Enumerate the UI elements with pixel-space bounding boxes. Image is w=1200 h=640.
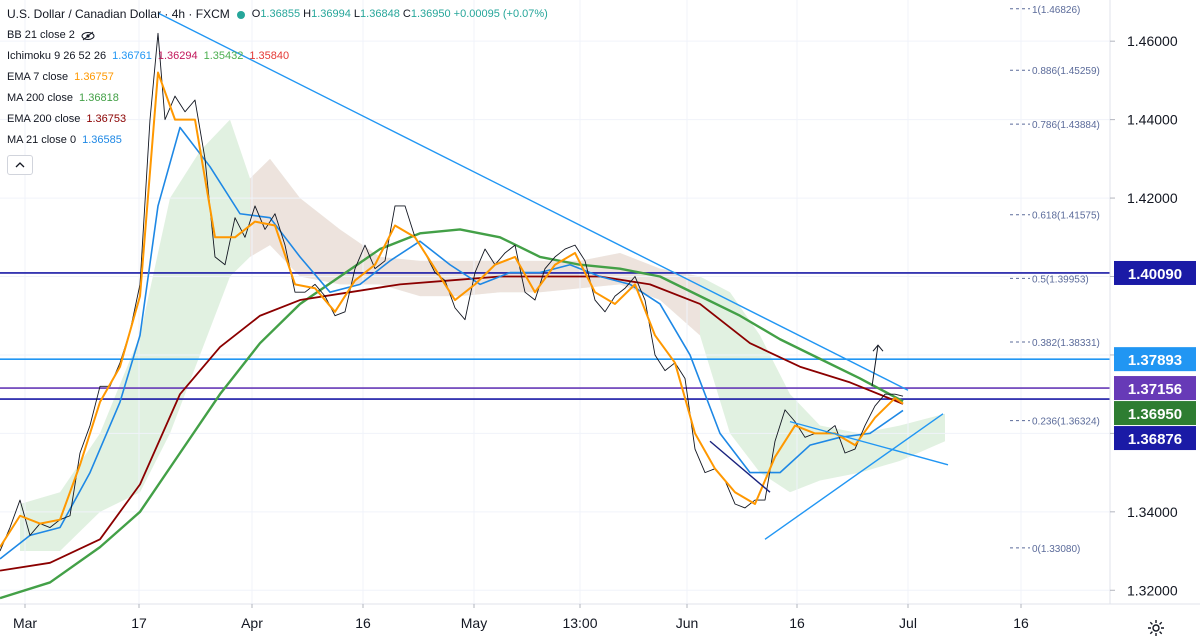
- ichimoku-cloud: [20, 119, 945, 552]
- trendline: [157, 12, 909, 391]
- indicator-label: MA 200 close: [7, 92, 74, 104]
- trendline: [709, 440, 771, 493]
- indicator-value: 1.36761: [112, 50, 152, 62]
- indicator-legend-row[interactable]: MA 200 close 1.36818: [7, 88, 548, 109]
- price-tag: [1114, 426, 1196, 451]
- x-tick-label: May: [461, 615, 487, 631]
- indicator-value: 1.35432: [203, 50, 244, 62]
- indicator-label: BB 21 close 2: [7, 29, 75, 41]
- fib-label: 0(1.33080): [1032, 544, 1080, 555]
- indicator-label: MA 21 close 0: [7, 134, 77, 146]
- change-value: +0.00095 (+0.07%): [453, 8, 548, 20]
- y-tick-label: 1.46000: [1127, 33, 1178, 49]
- x-tick-label: Jul: [899, 615, 917, 631]
- y-tick-label: 1.34000: [1127, 504, 1178, 520]
- indicator-lines: [0, 32, 904, 600]
- fib-levels: 1(1.46826) 0.886(1.45259) 0.786(1.43884) 0.…: [1010, 5, 1100, 555]
- series-ma21: [0, 126, 904, 560]
- fib-label: 0.382(1.38331): [1032, 338, 1100, 349]
- price-axis-bg: [1110, 0, 1200, 640]
- price-tag-label: 1.40090: [1128, 266, 1182, 283]
- indicator-label: EMA 7 close: [7, 71, 69, 83]
- indicator-legend-row[interactable]: MA 21 close 0 1.36585: [7, 130, 548, 151]
- indicator-legend-row[interactable]: EMA 200 close 1.36753: [7, 109, 548, 130]
- fib-label: 0.236(1.36324): [1032, 417, 1100, 428]
- fib-label: 0.886(1.45259): [1032, 66, 1100, 77]
- indicator-legend-row[interactable]: EMA 7 close 1.36757: [7, 67, 548, 88]
- series-ma200: [0, 228, 904, 600]
- arrow-head: [872, 344, 884, 352]
- symbol-row: U.S. Dollar / Canadian Dollar · 4h · FXC…: [7, 4, 548, 25]
- trendlines: [157, 12, 949, 540]
- cloud-band-bear: [250, 158, 700, 336]
- fib-label: 1(1.46826): [1032, 5, 1080, 16]
- x-tick-label: Mar: [13, 615, 37, 631]
- x-tick-label: 17: [131, 615, 147, 631]
- x-tick-label: Apr: [241, 615, 263, 631]
- price-tag: [1114, 376, 1196, 401]
- ohlc-values: O1.36855 H1.36994 L1.36848 C1.36950 +0.0…: [251, 8, 548, 20]
- trendline: [789, 420, 949, 466]
- legend: U.S. Dollar / Canadian Dollar · 4h · FXC…: [7, 4, 548, 175]
- series-ema200: [0, 275, 904, 572]
- price-tag: [1114, 401, 1196, 426]
- indicator-legend-row[interactable]: Ichimoku 9 26 52 26 1.36761 1.36294 1.35432…: [7, 46, 548, 67]
- y-tick-label: 1.44000: [1127, 112, 1178, 128]
- series-ema7: [0, 71, 904, 548]
- x-tick-label: 16: [1013, 615, 1029, 631]
- x-tick-label: Jun: [676, 615, 699, 631]
- price-tag-label: 1.36876: [1128, 431, 1182, 448]
- indicator-value: 1.36585: [82, 134, 122, 146]
- symbol-title: U.S. Dollar / Canadian Dollar · 4h · FXC…: [7, 7, 230, 21]
- fib-label: 0.618(1.41575): [1032, 211, 1100, 222]
- gear-icon[interactable]: [1146, 618, 1166, 638]
- indicator-value: 1.36757: [74, 71, 114, 83]
- indicator-value: 1.36818: [79, 92, 119, 104]
- y-tick-label: 1.42000: [1127, 190, 1178, 206]
- y-tick-label: 1.32000: [1127, 582, 1178, 598]
- price-tag: [1114, 347, 1196, 372]
- market-status-icon: [236, 10, 245, 19]
- indicator-label: Ichimoku 9 26 52 26: [7, 50, 107, 62]
- fib-label: 0.786(1.43884): [1032, 120, 1100, 131]
- eye-hidden-icon[interactable]: [81, 31, 95, 41]
- series-price: [0, 32, 904, 552]
- x-tick-label: 13:00: [562, 615, 597, 631]
- time-axis-bg: [0, 604, 1200, 640]
- price-tag-label: 1.37893: [1128, 352, 1182, 369]
- price-tag-label: 1.37156: [1128, 381, 1182, 398]
- indicator-value: 1.36753: [86, 113, 127, 125]
- collapse-legend-button[interactable]: [7, 155, 33, 175]
- fib-label: 0.5(1.39953): [1032, 274, 1089, 285]
- x-tick-label: 16: [355, 615, 371, 631]
- indicator-value: 1.36294: [157, 50, 198, 62]
- trendline: [764, 413, 944, 540]
- indicator-label: EMA 200 close: [7, 113, 81, 125]
- arrow-shaft: [871, 345, 879, 387]
- indicator-value: 1.35840: [249, 50, 290, 62]
- price-tag-label: 1.36950: [1128, 406, 1182, 423]
- price-tag: [1114, 260, 1196, 285]
- indicator-legend-row[interactable]: BB 21 close 2: [7, 25, 548, 46]
- chevron-up-icon: [15, 162, 25, 168]
- x-tick-label: 16: [789, 615, 805, 631]
